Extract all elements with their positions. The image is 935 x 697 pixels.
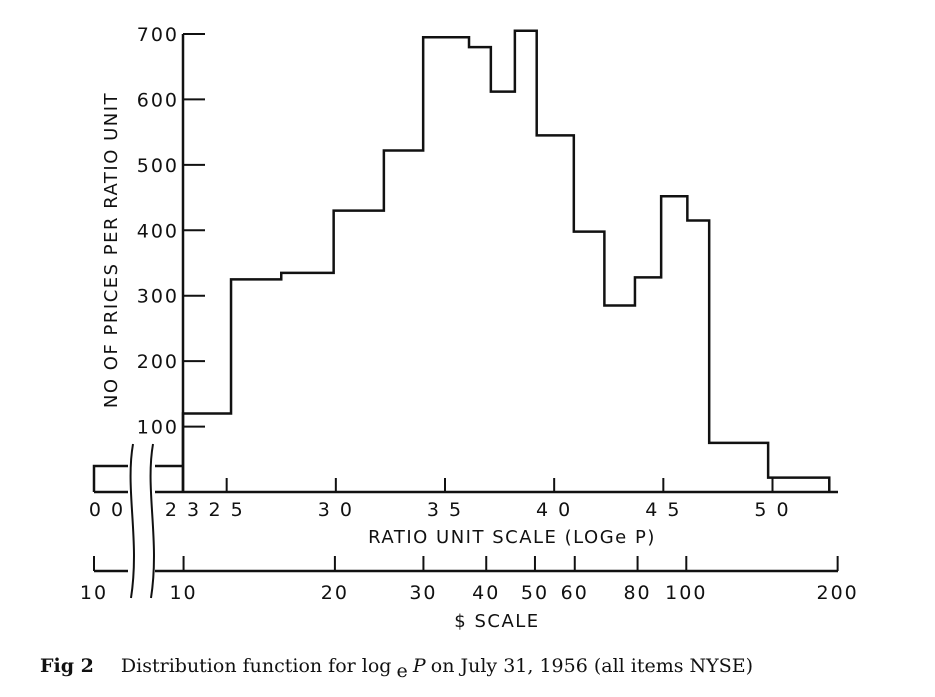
histogram-bar (231, 279, 281, 492)
histogram-bar (768, 478, 829, 492)
y-tick-label: 400 (137, 220, 179, 242)
axis-break-mark-right (149, 443, 155, 599)
histogram-bar (423, 37, 469, 492)
x-tick-label: 5 0 (754, 499, 790, 521)
x-tick-label: 4 5 (645, 499, 681, 521)
x-tick-label: 2 5 (209, 499, 245, 521)
dollar-axis-break-tick-label: 10 (80, 582, 108, 604)
x-tick-label: 2 3 (165, 499, 201, 521)
y-tick-label: 100 (137, 417, 179, 439)
y-tick-label: 300 (137, 286, 179, 308)
dollar-tick-label: 200 (816, 582, 858, 604)
histogram-bar (687, 220, 709, 492)
caption-text-tail: on July 31, 1956 (all items NYSE) (431, 655, 753, 677)
y-tick-label: 500 (137, 155, 179, 177)
x-tick-label: 3 5 (427, 499, 463, 521)
y-axis-title: NO OF PRICES PER RATIO UNIT (101, 92, 122, 408)
x-ticks: 2 3 2 5 3 0 3 5 4 0 4 5 5 0 (165, 478, 790, 521)
dollar-ticks: 10 20 30 40 50 60 80 100 200 (169, 556, 858, 604)
histogram-bar (281, 273, 333, 492)
pre-break-bar (92, 464, 128, 492)
histogram-bar (469, 47, 491, 492)
x-break-tick-label: 0 0 (89, 499, 125, 521)
y-ticks: 100 200 300 400 500 600 700 (137, 24, 205, 439)
histogram-bar (491, 92, 515, 492)
caption-text: Distribution function for log (121, 655, 392, 677)
caption-variable: P (412, 655, 427, 677)
dollar-tick-label: 30 (409, 582, 437, 604)
axis-break-mark-left (129, 443, 135, 599)
figure-label: Fig 2 (40, 655, 94, 677)
histogram-outline (181, 29, 831, 492)
dollar-tick-label: 50 (521, 582, 549, 604)
caption-subscript: e (397, 660, 408, 682)
histogram-bar (515, 31, 537, 492)
dollar-axis-title: $ SCALE (454, 611, 539, 632)
x-tick-label: 3 0 (318, 499, 354, 521)
x-tick-label: 4 0 (536, 499, 572, 521)
histogram-bar (635, 277, 661, 492)
histogram-bar (574, 232, 605, 492)
y-tick-label: 700 (137, 24, 179, 46)
histogram-bar (183, 413, 231, 492)
histogram-bar (334, 211, 384, 492)
y-tick-label: 600 (137, 89, 179, 111)
dollar-tick-label: 10 (169, 582, 197, 604)
histogram-bar (537, 135, 574, 492)
y-tick-label: 200 (137, 351, 179, 373)
x-axis-title: RATIO UNIT SCALE (LOGe P) (368, 527, 656, 548)
dollar-tick-label: 40 (472, 582, 500, 604)
dollar-tick-label: 100 (665, 582, 707, 604)
histogram-bars (181, 29, 831, 492)
dollar-tick-label: 60 (561, 582, 589, 604)
histogram-bar (384, 150, 423, 492)
dollar-tick-label: 80 (623, 582, 651, 604)
dollar-tick-label: 20 (321, 582, 349, 604)
figure-caption: Fig 2 Distribution function for log e P … (40, 655, 753, 682)
histogram-bar (661, 196, 687, 492)
histogram-bar (709, 443, 768, 492)
histogram-bar (604, 306, 635, 492)
